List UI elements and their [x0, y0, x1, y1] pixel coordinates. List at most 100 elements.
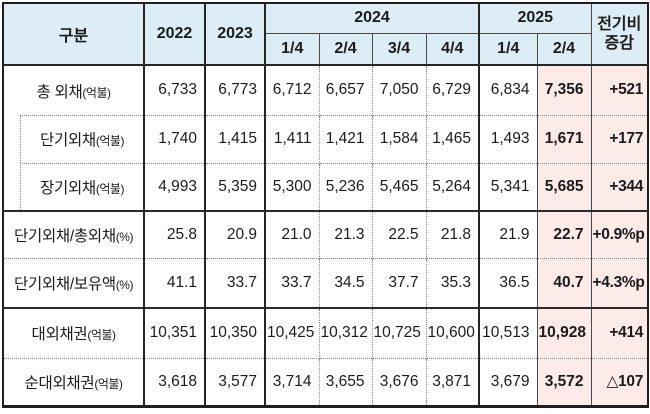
- table-row-short-term-to-reserves: 단기외채/보유액(%) 41.1 33.7 33.7 34.5 37.7 35.…: [3, 257, 649, 308]
- header-category: 구분: [3, 3, 145, 66]
- indent-line-vertical: [20, 163, 21, 210]
- indent-line-horizontal: [20, 163, 142, 164]
- cell-value: 5,300: [265, 162, 320, 211]
- header-q3-2024: 3/4: [372, 33, 427, 66]
- cell-change: +0.9%p: [591, 210, 649, 258]
- cell-latest: 40.7: [537, 257, 592, 308]
- header-group-2025: 2025: [479, 3, 592, 34]
- indent-line-vertical: [20, 115, 21, 163]
- cell-value: 3,871: [426, 357, 481, 406]
- cell-value: 5,264: [426, 162, 481, 211]
- cell-value: 22.5: [372, 210, 427, 258]
- cell-value: 4,993: [144, 162, 206, 211]
- cell-value: 1,465: [426, 114, 481, 163]
- cell-value: 37.7: [372, 257, 427, 308]
- header-change-line2: 증감: [604, 35, 634, 52]
- header-q2-2025: 2/4: [537, 33, 592, 66]
- cell-latest: 22.7: [537, 210, 592, 258]
- header-change-line1: 전기비: [597, 16, 642, 33]
- cell-value: 1,415: [205, 114, 266, 163]
- header-q1-2025: 1/4: [479, 33, 538, 66]
- cell-latest: 5,685: [537, 162, 592, 211]
- cell-value: 10,513: [479, 307, 538, 358]
- row-label: 총 외채(억불): [3, 65, 145, 115]
- cell-value: 10,425: [265, 307, 320, 358]
- cell-value: 10,312: [319, 307, 373, 358]
- cell-latest: 10,928: [537, 307, 592, 358]
- row-label: 대외채권(억불): [3, 307, 145, 358]
- cell-value: 6,834: [479, 65, 538, 115]
- cell-value: 41.1: [144, 257, 206, 308]
- header-year-2023: 2023: [205, 3, 266, 66]
- table-header: 구분 2022 2023 2024 2025 전기비 증감 1/4 2/4 3/…: [3, 3, 649, 66]
- header-year-2022: 2022: [144, 3, 206, 66]
- cell-value: 10,600: [426, 307, 481, 358]
- cell-change: +4.3%p: [591, 257, 649, 308]
- cell-value: 33.7: [205, 257, 266, 308]
- row-label: 단기외채(억불): [3, 115, 145, 163]
- cell-change: +177: [591, 114, 649, 163]
- header-q4-2024: 4/4: [426, 33, 481, 66]
- table-row-net-external-credit: 순대외채권(억불) 3,618 3,577 3,714 3,655 3,676 …: [3, 357, 649, 406]
- cell-value: 5,341: [479, 162, 538, 211]
- cell-change: +344: [591, 162, 649, 211]
- cell-value: 21.3: [319, 210, 373, 258]
- cell-value: 6,773: [205, 65, 266, 115]
- cell-value: 10,351: [144, 307, 206, 358]
- header-change: 전기비 증감: [591, 3, 649, 66]
- cell-value: 3,655: [319, 357, 373, 406]
- header-q1-2024: 1/4: [265, 33, 320, 66]
- cell-value: 5,359: [205, 162, 266, 211]
- cell-value: 7,050: [372, 65, 427, 115]
- cell-value: 3,679: [479, 357, 538, 406]
- cell-value: 21.9: [479, 210, 538, 258]
- table-row-total-debt: 총 외채(억불) 6,733 6,773 6,712 6,657 7,050 6…: [3, 65, 649, 115]
- cell-value: 6,657: [319, 65, 373, 115]
- table-row-short-term-debt: 단기외채(억불) 1,740 1,415 1,411 1,421 1,584 1…: [3, 114, 649, 163]
- cell-value: 3,676: [372, 357, 427, 406]
- row-label: 순대외채권(억불): [3, 357, 145, 406]
- cell-value: 1,584: [372, 114, 427, 163]
- cell-value: 33.7: [265, 257, 320, 308]
- cell-value: 5,465: [372, 162, 427, 211]
- cell-value: 1,740: [144, 114, 206, 163]
- cell-value: 5,236: [319, 162, 373, 211]
- cell-value: 25.8: [144, 210, 206, 258]
- external-debt-table: 구분 2022 2023 2024 2025 전기비 증감 1/4 2/4 3/…: [2, 2, 650, 408]
- cell-value: 35.3: [426, 257, 481, 308]
- cell-value: 21.0: [265, 210, 320, 258]
- table-row-long-term-debt: 장기외채(억불) 4,993 5,359 5,300 5,236 5,465 5…: [3, 162, 649, 211]
- table-body: 총 외채(억불) 6,733 6,773 6,712 6,657 7,050 6…: [3, 65, 649, 406]
- external-debt-table-wrap: 구분 2022 2023 2024 2025 전기비 증감 1/4 2/4 3/…: [2, 2, 650, 408]
- table-row-short-term-to-total: 단기외채/총외채(%) 25.8 20.9 21.0 21.3 22.5 21.…: [3, 210, 649, 258]
- cell-value: 3,618: [144, 357, 206, 406]
- row-label: 단기외채/총외채(%): [3, 210, 145, 258]
- cell-value: 6,729: [426, 65, 481, 115]
- cell-value: 1,421: [319, 114, 373, 163]
- cell-value: 1,493: [479, 114, 538, 163]
- table-row-external-credit: 대외채권(억불) 10,351 10,350 10,425 10,312 10,…: [3, 307, 649, 358]
- cell-value: 10,350: [205, 307, 266, 358]
- cell-value: 10,725: [372, 307, 427, 358]
- row-label: 단기외채/보유액(%): [3, 257, 145, 308]
- cell-value: 6,733: [144, 65, 206, 115]
- cell-latest: 7,356: [537, 65, 592, 115]
- cell-latest: 3,572: [537, 357, 592, 406]
- cell-value: 6,712: [265, 65, 320, 115]
- cell-value: 36.5: [479, 257, 538, 308]
- cell-value: 3,577: [205, 357, 266, 406]
- indent-line-horizontal: [20, 115, 142, 116]
- cell-change: △107: [591, 357, 649, 406]
- cell-value: 21.8: [426, 210, 481, 258]
- cell-value: 34.5: [319, 257, 373, 308]
- header-q2-2024: 2/4: [319, 33, 373, 66]
- row-label: 장기외채(억불): [3, 163, 145, 211]
- cell-value: 20.9: [205, 210, 266, 258]
- cell-value: 1,411: [265, 114, 320, 163]
- header-group-2024: 2024: [265, 3, 481, 34]
- cell-change: +521: [591, 65, 649, 115]
- cell-latest: 1,671: [537, 114, 592, 163]
- cell-value: 3,714: [265, 357, 320, 406]
- cell-change: +414: [591, 307, 649, 358]
